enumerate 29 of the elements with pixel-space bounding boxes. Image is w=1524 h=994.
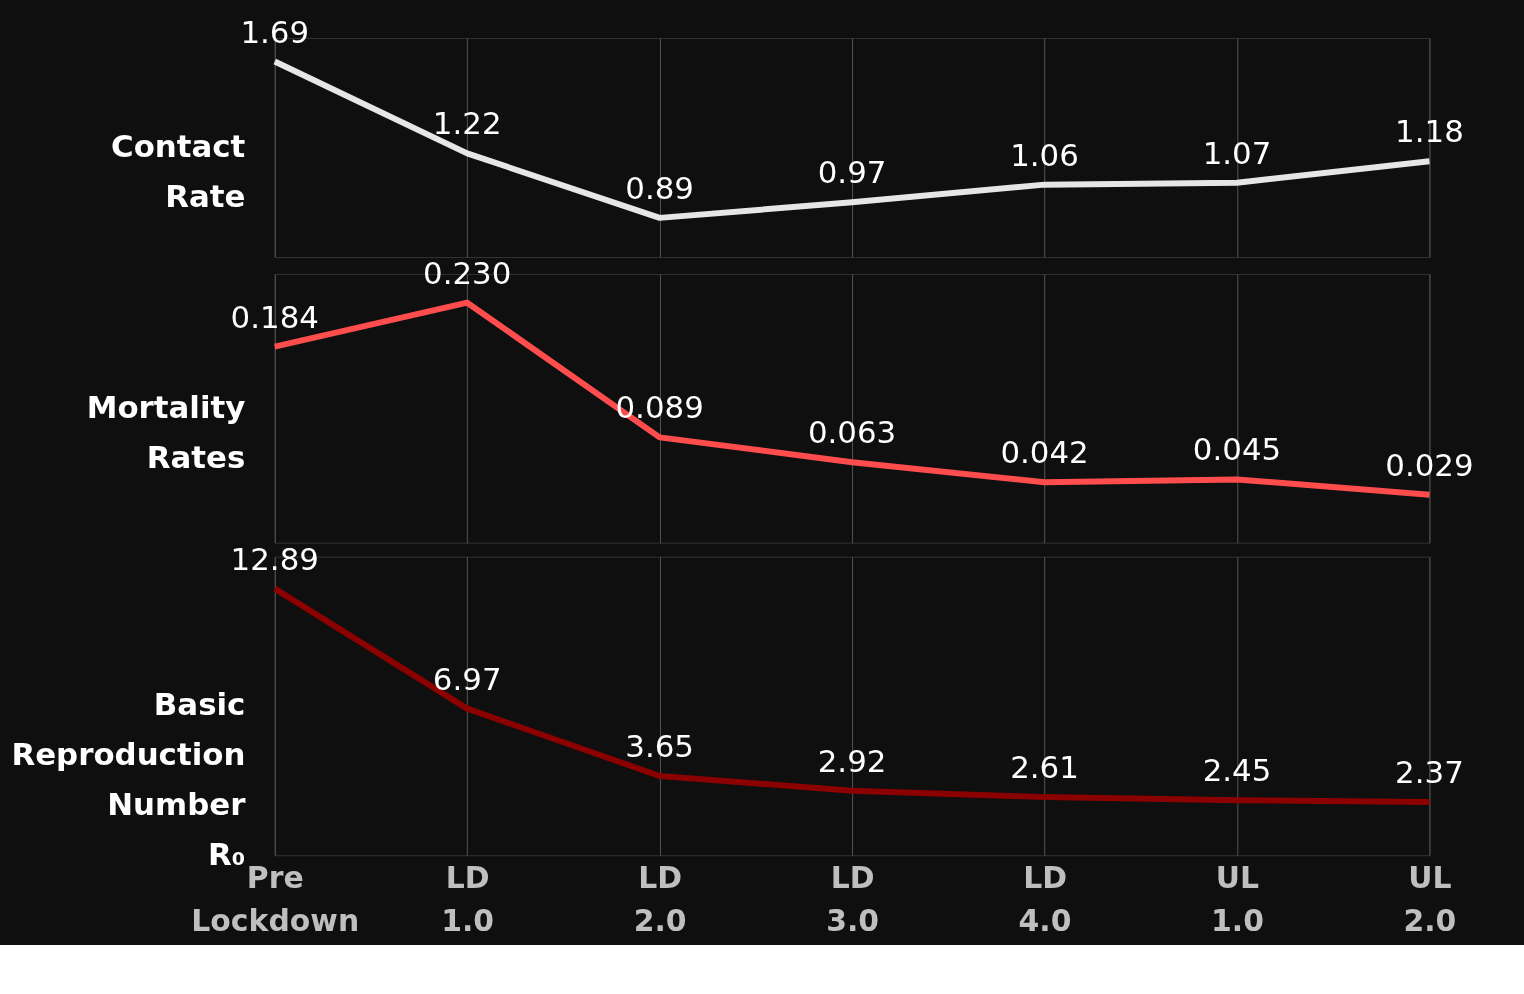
data-label: 0.042 [1000,434,1089,471]
y-axis-title: Contact Rate [111,127,246,214]
data-label: 0.89 [625,169,694,206]
data-label: 2.45 [1202,752,1272,789]
data-label: 2.92 [817,742,887,779]
x-tick-label: LD 2.0 [633,859,687,939]
data-label: 1.07 [1202,134,1272,171]
data-label: 1.06 [1010,136,1079,173]
data-label: 1.69 [240,13,310,50]
x-tick-label: LD 1.0 [441,859,495,939]
x-tick-label: LD 4.0 [1018,859,1072,939]
y-axis-title: Mortality Rates [86,388,246,475]
x-tick-label: UL 2.0 [1403,859,1457,939]
data-label: 0.184 [230,298,319,335]
x-tick-label: LD 3.0 [826,859,880,939]
data-label: 2.37 [1395,754,1464,790]
data-label: 0.029 [1385,446,1474,483]
data-label: 0.089 [615,389,704,426]
data-label: 1.22 [432,105,502,142]
data-label: 2.61 [1010,749,1079,786]
x-tick-label: UL 1.0 [1211,859,1264,939]
data-label: 6.97 [432,660,502,697]
data-label: 0.97 [817,154,887,191]
data-label: 3.65 [625,728,694,765]
data-label: 0.063 [807,414,897,451]
data-label: 0.045 [1192,431,1282,468]
data-label: 1.18 [1395,113,1464,150]
data-label: 0.230 [423,254,512,291]
data-label: 12.89 [230,540,319,577]
